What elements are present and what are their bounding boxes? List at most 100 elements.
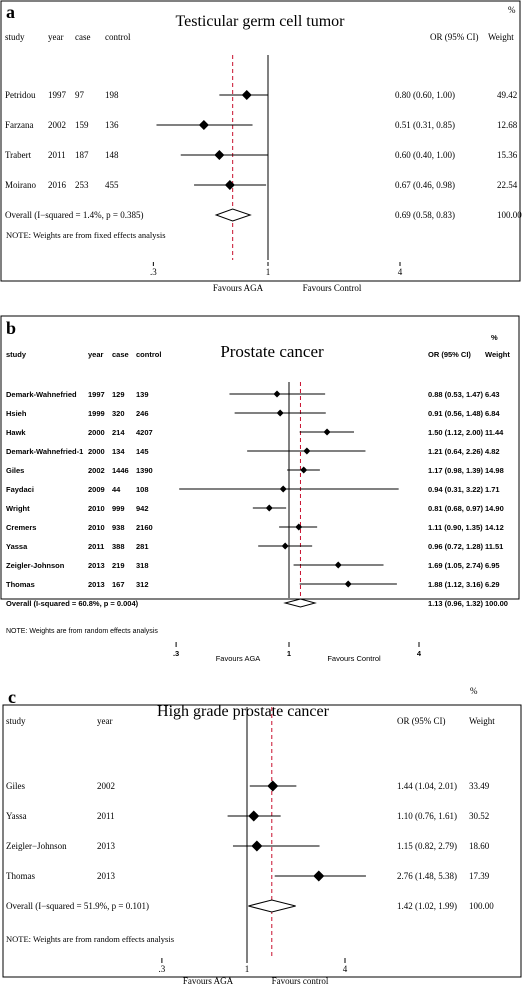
overall-label: Overall (I-squared = 60.8%, p = 0.004) <box>6 599 139 608</box>
axis-tick-label: .3 <box>159 964 166 974</box>
column-header-percent: % <box>491 333 498 342</box>
study-cell-year: 2002 <box>88 466 105 475</box>
study-row: Thomas 2013 2.76 (1.48, 5.38) 17.39 <box>6 870 490 882</box>
overall-or-ci-value: 0.69 (0.58, 0.83) <box>395 210 455 220</box>
or-ci-value: 0.91 (0.56, 1.48) <box>428 409 484 418</box>
column-header-study: study <box>6 716 26 726</box>
point-estimate-marker <box>279 485 287 493</box>
axis-tick-label: 4 <box>417 649 422 658</box>
weight-value: 14.12 <box>485 523 504 532</box>
column-header-percent: % <box>508 5 516 15</box>
weight-value: 6.95 <box>485 561 500 570</box>
point-estimate-marker <box>281 542 289 550</box>
study-cell-year: 2009 <box>88 485 105 494</box>
point-estimate-marker <box>334 561 342 569</box>
study-cell-control: 942 <box>136 504 149 513</box>
or-ci-value: 0.96 (0.72, 1.28) <box>428 542 484 551</box>
overall-or-ci-value: 1.13 (0.96, 1.32) <box>428 599 484 608</box>
panel-letter: b <box>6 318 16 338</box>
point-estimate-marker <box>241 90 252 100</box>
study-cell-study: Giles <box>6 466 24 475</box>
or-ci-value: 2.76 (1.48, 5.38) <box>397 871 457 881</box>
study-cell-study: Yassa <box>6 542 28 551</box>
study-cell-case: 219 <box>112 561 125 570</box>
point-estimate-marker <box>295 523 303 531</box>
study-cell-study: Faydaci <box>6 485 34 494</box>
panel-letter: a <box>6 2 15 22</box>
weight-value: 15.36 <box>497 150 518 160</box>
weight-value: 11.51 <box>485 542 503 551</box>
axis-tick-label: 1 <box>287 649 291 658</box>
overall-weight-value: 100.00 <box>485 599 508 608</box>
study-row: Wright 2010 999 942 0.81 (0.68, 0.97) 14.90 <box>6 504 504 513</box>
study-cell-year: 1999 <box>88 409 105 418</box>
panel-title: Testicular germ cell tumor <box>175 13 345 30</box>
column-header-or: OR (95% CI) <box>428 350 471 359</box>
column-header-percent: % <box>470 686 478 696</box>
study-cell-year: 2011 <box>48 150 66 160</box>
weights-note: NOTE: Weights are from random effects an… <box>6 934 174 944</box>
weight-value: 49.42 <box>497 90 517 100</box>
axis-label-favours-left: Favours AGA <box>183 976 234 986</box>
panel-frame-c <box>2 704 522 978</box>
study-cell-study: Cremers <box>6 523 36 532</box>
or-ci-value: 0.81 (0.68, 0.97) <box>428 504 484 513</box>
study-cell-case: 134 <box>112 447 125 456</box>
study-cell-year: 2013 <box>97 841 116 851</box>
overall-diamond <box>283 598 317 608</box>
point-estimate-marker <box>323 428 331 436</box>
column-header-or: OR (95% CI) <box>430 32 479 42</box>
study-row: Zeigler-Johnson 2013 219 318 1.69 (1.05, 2.7… <box>6 561 500 570</box>
study-cell-year: 1997 <box>48 90 67 100</box>
study-row: Demark-Wahnefried-1 2000 134 145 1.21 (0.64,… <box>6 447 500 456</box>
column-header-control: control <box>136 350 161 359</box>
weight-value: 12.68 <box>497 120 518 130</box>
axis-tick-label: .3 <box>150 267 157 277</box>
study-cell-study: Farzana <box>5 120 33 130</box>
study-cell-year: 2000 <box>88 447 105 456</box>
or-ci-value: 1.21 (0.64, 2.26) <box>428 447 484 456</box>
panel-letter: c <box>8 687 16 707</box>
study-cell-year: 2002 <box>48 120 66 130</box>
study-cell-year: 2013 <box>97 871 116 881</box>
study-cell-study: Trabert <box>5 150 32 160</box>
axis-label-favours-left: Favours AGA <box>213 283 264 293</box>
weight-value: 18.60 <box>469 841 490 851</box>
weight-value: 14.90 <box>485 504 504 513</box>
axis-label-favours-right: Favours Control <box>327 654 381 663</box>
study-cell-control: 318 <box>136 561 149 570</box>
study-row: Zeigler−Johnson 2013 1.15 (0.82, 2.79) 18.6… <box>6 840 490 852</box>
or-ci-value: 1.44 (1.04, 2.01) <box>397 781 457 791</box>
study-cell-control: 455 <box>105 180 119 190</box>
study-row: Trabert 2011 187 148 0.60 (0.40, 1.00) 15.36 <box>5 150 518 160</box>
study-cell-case: 129 <box>112 390 125 399</box>
panel-title: Prostate cancer <box>220 342 324 361</box>
study-cell-year: 2013 <box>88 561 105 570</box>
column-header-case: case <box>112 350 129 359</box>
study-cell-control: 136 <box>105 120 119 130</box>
weight-value: 6.43 <box>485 390 500 399</box>
or-ci-value: 0.94 (0.31, 3.22) <box>428 485 484 494</box>
study-cell-year: 2002 <box>97 781 115 791</box>
weight-value: 14.98 <box>485 466 504 475</box>
axis-tick-label: 1 <box>245 964 250 974</box>
study-cell-control: 4207 <box>136 428 153 437</box>
study-cell-year: 2010 <box>88 504 105 513</box>
or-ci-value: 1.17 (0.98, 1.39) <box>428 466 484 475</box>
or-ci-value: 1.11 (0.90, 1.35) <box>428 523 483 532</box>
point-estimate-marker <box>300 466 308 474</box>
axis-tick-label: .3 <box>173 649 179 658</box>
or-ci-value: 0.60 (0.40, 1.00) <box>395 150 455 160</box>
panel-frame-a <box>0 0 521 282</box>
or-ci-value: 0.80 (0.60, 1.00) <box>395 90 455 100</box>
or-ci-value: 1.50 (1.12, 2.00) <box>428 428 484 437</box>
point-estimate-marker <box>267 780 279 792</box>
study-cell-control: 281 <box>136 542 149 551</box>
weight-value: 30.52 <box>469 811 489 821</box>
study-cell-control: 2160 <box>136 523 153 532</box>
study-row: Farzana 2002 159 136 0.51 (0.31, 0.85) 12.68 <box>5 120 518 130</box>
study-row: Yassa 2011 388 281 0.96 (0.72, 1.28) 11.51 <box>6 542 503 551</box>
weight-value: 22.54 <box>497 180 518 190</box>
study-cell-study: Demark-Wahnefried <box>6 390 77 399</box>
study-row: Thomas 2013 167 312 1.88 (1.12, 3.16) 6.29 <box>6 580 500 589</box>
